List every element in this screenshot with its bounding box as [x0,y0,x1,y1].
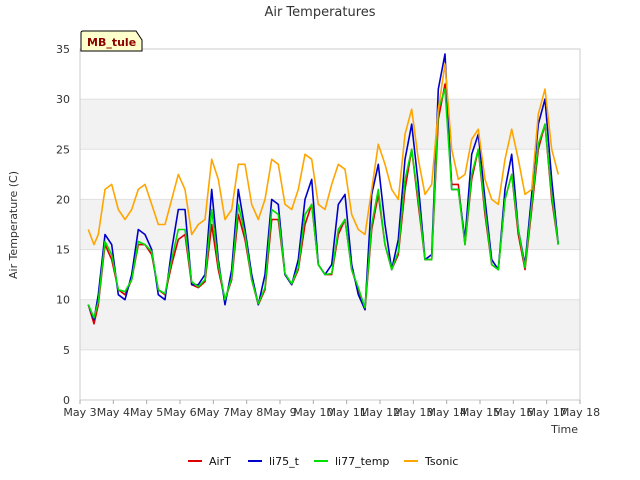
legend-label-AirT: AirT [209,455,231,468]
y-tick-label: 30 [56,93,70,106]
site-badge-box [80,30,143,52]
grid-band [80,299,580,350]
y-tick-label: 15 [56,244,70,257]
x-tick-label: May 5 [130,406,163,419]
x-tick-label: May 13 [393,406,433,419]
y-tick-label: 0 [63,394,70,407]
series-line-li77_temp [87,88,560,319]
x-tick-label: May 3 [63,406,96,419]
legend-label-li75_t: li75_t [269,455,300,468]
y-tick-label: 10 [56,294,70,307]
x-tick-label: May 14 [427,406,467,419]
y-axis-ticks: 0 5 10 15 20 25 30 35 [56,43,70,407]
x-tick-label: May 8 [230,406,263,419]
y-axis-label: Air Temperature (C) [7,171,20,279]
legend: AirT li75_t li77_temp Tsonic [188,455,458,468]
legend-label-Tsonic: Tsonic [424,455,458,468]
plot-frame [79,48,581,401]
x-tick-label: May 4 [97,406,130,419]
y-tick-label: 5 [63,344,70,357]
x-tick-label: May 7 [197,406,230,419]
site-badge: MB_tule [80,30,143,52]
x-axis-label: Time [550,423,578,436]
site-badge-label: MB_tule [87,36,136,49]
x-tick-label: May 12 [360,406,400,419]
x-tick-label: May 17 [527,406,567,419]
y-tick-label: 25 [56,143,70,156]
x-tick-label: May 9 [263,406,296,419]
plot-background-bands [80,99,580,350]
grid-band [80,99,580,150]
x-tick-label: May 16 [493,406,533,419]
x-tick-label: May 6 [163,406,196,419]
legend-label-li77_temp: li77_temp [335,455,389,468]
series-line-Tsonic [87,63,560,246]
x-tick-label: May 18 [560,406,600,419]
x-tick-label: May 15 [460,406,500,419]
y-tick-label: 20 [56,193,70,206]
x-tick-label: May 10 [293,406,333,419]
chart-title: Air Temperatures [264,5,375,20]
y-tick-label: 35 [56,43,70,56]
series-lines [87,53,560,325]
x-tick-label: May 11 [327,406,367,419]
